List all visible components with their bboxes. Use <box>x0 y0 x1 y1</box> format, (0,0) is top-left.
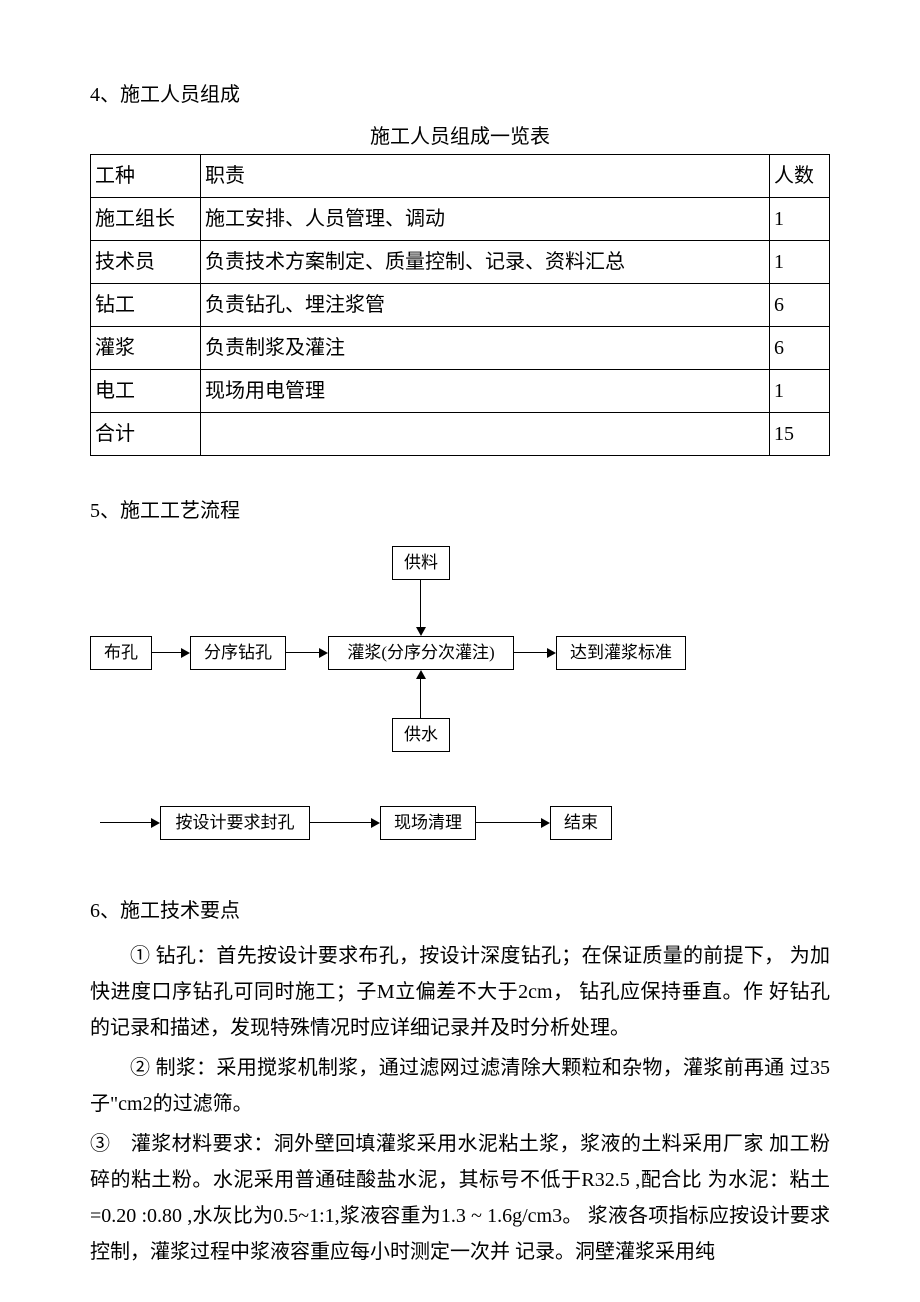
edge-line <box>310 822 371 823</box>
cell-duty: 负责钻孔、埋注浆管 <box>201 284 770 327</box>
node-end: 结束 <box>550 806 612 840</box>
edge-line <box>286 652 319 653</box>
cell-duty <box>201 413 770 456</box>
cell-type: 电工 <box>91 370 201 413</box>
edge-line <box>420 580 421 627</box>
cell-count: 6 <box>770 327 830 370</box>
node-standard: 达到灌浆标准 <box>556 636 686 670</box>
cell-type: 合计 <box>91 413 201 456</box>
cell-type: 灌浆 <box>91 327 201 370</box>
cell-duty: 施工安排、人员管理、调动 <box>201 198 770 241</box>
table-row: 技术员 负责技术方案制定、质量控制、记录、资料汇总 1 <box>91 241 830 284</box>
cell-count: 6 <box>770 284 830 327</box>
table-header-row: 工种 职责 人数 <box>91 155 830 198</box>
cell-type: 钻工 <box>91 284 201 327</box>
table-row: 钻工 负责钻孔、埋注浆管 6 <box>91 284 830 327</box>
node-supply-material: 供料 <box>392 546 450 580</box>
edge-line <box>420 679 421 718</box>
cell-duty: 负责制浆及灌注 <box>201 327 770 370</box>
cell-type: 技术员 <box>91 241 201 284</box>
table-row: 灌浆 负责制浆及灌注 6 <box>91 327 830 370</box>
section6-heading: 6、施工技术要点 <box>90 896 830 926</box>
col-count: 人数 <box>770 155 830 198</box>
table-row: 合计 15 <box>91 413 830 456</box>
flowchart: 供料 布孔 分序钻孔 灌浆(分序分次灌注) 达到灌浆标准 供水 按设计要求封孔 … <box>90 546 830 866</box>
edge-line <box>152 652 181 653</box>
arrow-icon <box>541 818 550 828</box>
node-drill: 分序钻孔 <box>190 636 286 670</box>
cell-count: 1 <box>770 241 830 284</box>
arrow-icon <box>416 627 426 636</box>
node-layout: 布孔 <box>90 636 152 670</box>
arrow-icon <box>151 818 160 828</box>
cell-duty: 现场用电管理 <box>201 370 770 413</box>
table-row: 施工组长 施工安排、人员管理、调动 1 <box>91 198 830 241</box>
cell-type: 施工组长 <box>91 198 201 241</box>
table-row: 电工 现场用电管理 1 <box>91 370 830 413</box>
arrow-icon <box>181 648 190 658</box>
cell-duty: 负责技术方案制定、质量控制、记录、资料汇总 <box>201 241 770 284</box>
arrow-icon <box>371 818 380 828</box>
section5-heading: 5、施工工艺流程 <box>90 496 830 526</box>
arrow-icon <box>319 648 328 658</box>
node-seal: 按设计要求封孔 <box>160 806 310 840</box>
arrow-icon <box>416 670 426 679</box>
cell-count: 1 <box>770 370 830 413</box>
section6-body: ① 钻孔：首先按设计要求布孔，按设计深度钻孔；在保证质量的前提下， 为加快进度口… <box>90 938 830 1270</box>
node-grout: 灌浆(分序分次灌注) <box>328 636 514 670</box>
personnel-table: 工种 职责 人数 施工组长 施工安排、人员管理、调动 1 技术员 负责技术方案制… <box>90 154 830 456</box>
section4-heading: 4、施工人员组成 <box>90 80 830 110</box>
col-type: 工种 <box>91 155 201 198</box>
cell-count: 15 <box>770 413 830 456</box>
arrow-icon <box>547 648 556 658</box>
edge-line <box>100 822 151 823</box>
node-supply-water: 供水 <box>392 718 450 752</box>
item-2: ② 制浆：采用搅浆机制浆，通过滤网过滤清除大颗粒和杂物，灌浆前再通 过35子"c… <box>90 1050 830 1122</box>
item-1: ① 钻孔：首先按设计要求布孔，按设计深度钻孔；在保证质量的前提下， 为加快进度口… <box>90 938 830 1046</box>
edge-line <box>476 822 541 823</box>
table-title: 施工人员组成一览表 <box>90 122 830 152</box>
node-cleanup: 现场清理 <box>380 806 476 840</box>
cell-count: 1 <box>770 198 830 241</box>
edge-line <box>514 652 547 653</box>
item-3: ③ 灌浆材料要求：洞外壁回填灌浆采用水泥粘土浆，浆液的土料采用厂家 加工粉碎的粘… <box>90 1126 830 1270</box>
col-duty: 职责 <box>201 155 770 198</box>
